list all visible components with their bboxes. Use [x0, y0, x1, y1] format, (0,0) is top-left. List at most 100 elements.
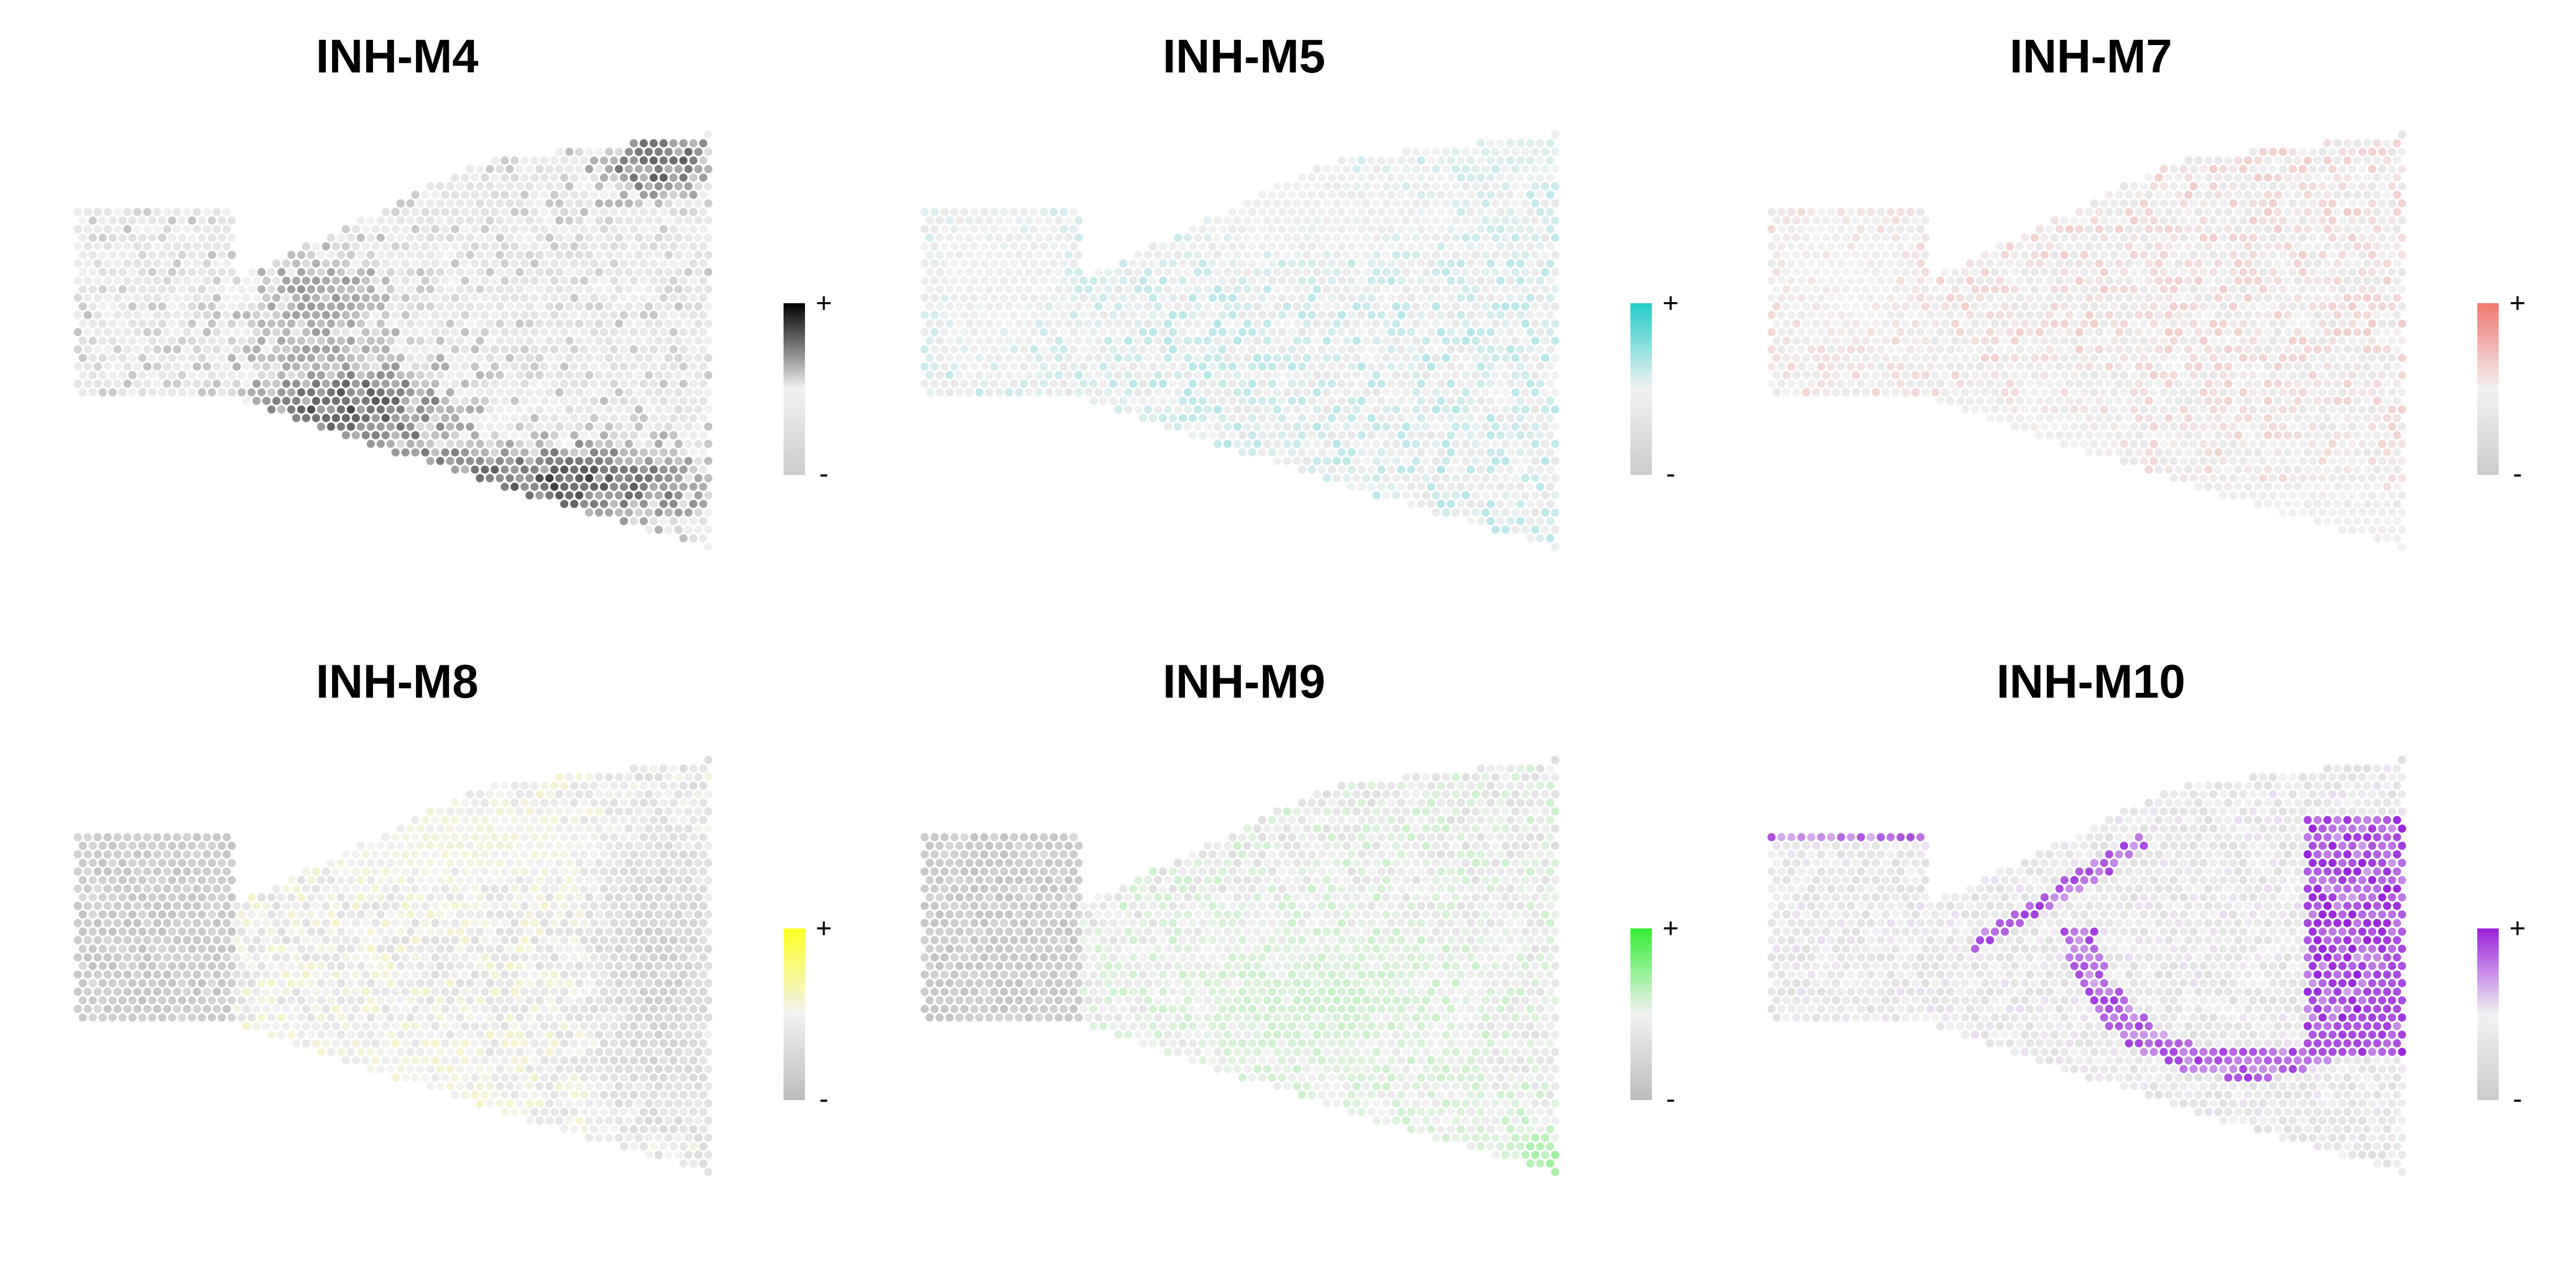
spot: [118, 336, 127, 345]
spot: [1382, 440, 1391, 448]
spot: [645, 371, 653, 379]
spot: [486, 302, 494, 311]
spot: [575, 422, 583, 431]
spot: [1792, 302, 1801, 311]
spot: [2219, 182, 2228, 191]
spot: [1253, 251, 1262, 259]
spot: [1119, 294, 1128, 302]
spot: [297, 336, 305, 345]
spot: [1526, 259, 1535, 268]
spot: [1203, 405, 1212, 414]
spot: [2343, 225, 2352, 233]
spot: [555, 371, 564, 379]
spot: [645, 388, 653, 397]
spot: [1203, 336, 1212, 345]
spot: [1347, 156, 1356, 165]
spot: [2145, 208, 2153, 216]
spot: [1891, 251, 1900, 259]
spot: [2140, 251, 2148, 259]
spot: [1546, 328, 1555, 336]
spot: [2259, 165, 2267, 173]
spot: [1916, 276, 1925, 285]
spot: [1772, 233, 1781, 242]
spot: [555, 199, 564, 208]
spot: [1526, 208, 1535, 216]
spot: [1486, 414, 1495, 422]
spot: [178, 371, 186, 379]
spot: [950, 362, 959, 371]
spot: [1966, 311, 1974, 319]
spot: [654, 474, 663, 482]
spot: [1238, 328, 1247, 336]
spot: [1412, 165, 1421, 173]
spot: [610, 311, 618, 319]
spot: [1029, 379, 1038, 388]
legend-low-label: -: [1666, 458, 1675, 489]
spot: [2114, 276, 2124, 285]
spot: [163, 311, 172, 319]
spot: [287, 251, 296, 259]
spot: [386, 302, 395, 311]
spot: [1842, 216, 1850, 225]
spot: [297, 371, 305, 379]
spot: [451, 345, 459, 354]
spot: [2184, 225, 2193, 233]
spot: [605, 285, 613, 294]
spot: [1551, 422, 1560, 431]
spot: [168, 216, 177, 225]
spot: [406, 354, 415, 362]
spot: [1243, 319, 1252, 328]
spot: [480, 414, 489, 422]
spot: [1412, 422, 1421, 431]
spot: [1337, 294, 1346, 302]
spot: [545, 474, 554, 482]
spot: [2333, 173, 2342, 182]
spot: [1377, 431, 1386, 440]
spot: [277, 405, 286, 414]
spot: [1233, 233, 1242, 242]
spot: [1114, 336, 1123, 345]
spot: [935, 268, 944, 276]
spot: [1541, 336, 1549, 345]
spot: [590, 397, 598, 405]
spot: [689, 448, 698, 457]
spot: [1407, 500, 1416, 508]
spot: [401, 362, 410, 371]
spot: [143, 294, 152, 302]
spot: [595, 251, 603, 259]
spot: [674, 233, 683, 242]
spot: [2253, 173, 2263, 182]
spot: [486, 285, 494, 294]
spot: [610, 225, 618, 233]
spot: [590, 311, 598, 319]
spot: [228, 319, 236, 328]
spot: [1981, 251, 1989, 259]
spot: [317, 319, 325, 328]
spot: [2035, 242, 2044, 251]
spot: [2234, 208, 2243, 216]
spot: [575, 440, 583, 448]
spot: [1283, 457, 1291, 465]
spot: [614, 251, 623, 259]
spot: [471, 431, 479, 440]
spot: [679, 345, 688, 354]
spot: [1392, 285, 1401, 294]
spot: [930, 276, 939, 285]
spot: [2174, 173, 2183, 182]
spot: [1183, 336, 1192, 345]
spot: [1347, 242, 1356, 251]
spot: [625, 216, 633, 225]
spot: [356, 405, 365, 414]
spot: [1452, 388, 1460, 397]
spot: [985, 268, 993, 276]
spot: [2398, 302, 2406, 311]
spot: [1842, 233, 1850, 242]
spot: [197, 388, 206, 397]
spot: [599, 379, 609, 388]
spot: [1481, 319, 1490, 328]
spot: [1407, 191, 1416, 199]
spot: [1886, 311, 1895, 319]
spot: [421, 431, 430, 440]
spot: [1213, 405, 1222, 414]
spot: [2110, 199, 2118, 208]
